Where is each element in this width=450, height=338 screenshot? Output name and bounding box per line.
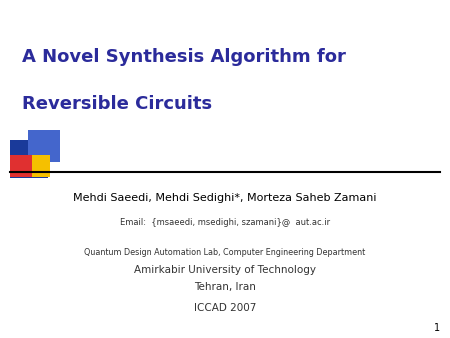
Text: A Novel Synthesis Algorithm for: A Novel Synthesis Algorithm for <box>22 48 346 66</box>
Bar <box>10 140 48 178</box>
Text: ICCAD 2007: ICCAD 2007 <box>194 303 256 313</box>
Bar <box>28 130 60 162</box>
Text: Mehdi Saeedi, Mehdi Sedighi*, Morteza Saheb Zamani: Mehdi Saeedi, Mehdi Sedighi*, Morteza Sa… <box>73 193 377 203</box>
Text: Tehran, Iran: Tehran, Iran <box>194 282 256 292</box>
Bar <box>28 155 50 177</box>
Text: Quantum Design Automation Lab, Computer Engineering Department: Quantum Design Automation Lab, Computer … <box>85 248 365 257</box>
Text: 1: 1 <box>434 323 440 333</box>
Text: Email:  {msaeedi, msedighi, szamani}@  aut.ac.ir: Email: {msaeedi, msedighi, szamani}@ aut… <box>120 218 330 227</box>
Text: Reversible Circuits: Reversible Circuits <box>22 95 212 113</box>
Text: Amirkabir University of Technology: Amirkabir University of Technology <box>134 265 316 275</box>
Bar <box>10 155 32 177</box>
